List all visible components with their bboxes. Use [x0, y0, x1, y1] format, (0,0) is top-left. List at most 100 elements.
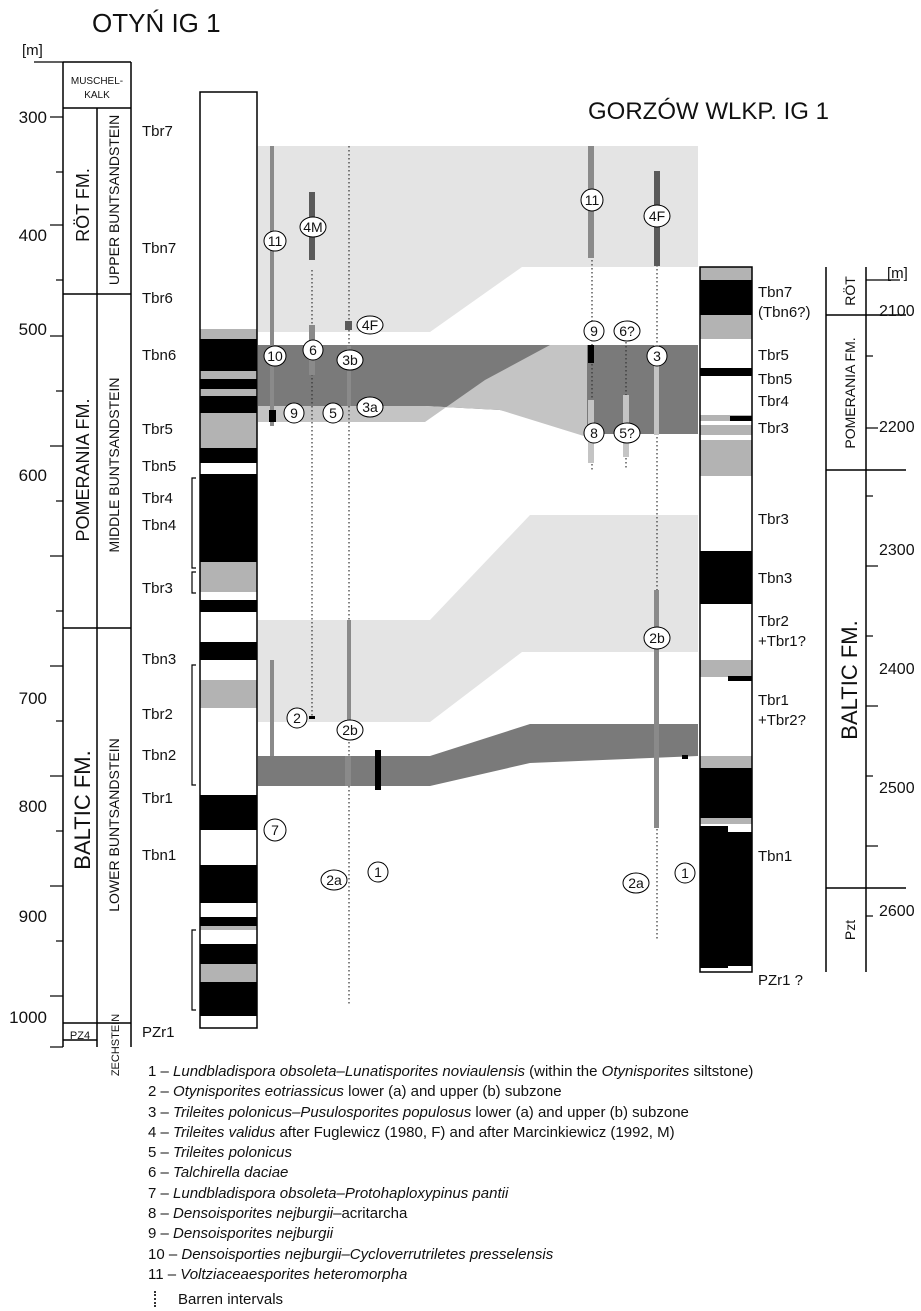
left-well-title: OTYŃ IG 1: [92, 8, 221, 38]
marker-2a: 2a: [320, 869, 348, 891]
legend-item: 9 – Densoisporites nejburgii: [148, 1224, 918, 1244]
svg-text:1: 1: [681, 865, 689, 881]
unit-label: Tbn6: [142, 347, 176, 364]
svg-text:3: 3: [653, 348, 661, 364]
left-markers: 11 4M 4F 10 6 3b 9 5 3a 2 2b 7 2a 1: [263, 216, 389, 891]
legend-item-text: Densoisporites nejburgii: [173, 1205, 334, 1223]
legend-item-text: Trileites polonicus–Pusulosporites popul…: [173, 1103, 472, 1121]
legend-item-text: Lundbladispora obsoleta–Lunatisporites n…: [173, 1063, 525, 1080]
svg-text:2b: 2b: [342, 722, 358, 738]
left-depth-axis: [34, 61, 63, 1048]
legend-item: 6 – Talchirella daciae: [148, 1163, 918, 1183]
right-depth-tick: 2500: [879, 780, 915, 797]
range-4f: [345, 321, 352, 330]
unit-label: +Tbr1?: [758, 633, 806, 650]
unit-label: Tbn5: [758, 371, 792, 388]
legend-item-number: 5 –: [148, 1144, 174, 1162]
unit-label: Tbn7: [142, 240, 176, 257]
left-depth-tick: 1000: [9, 1008, 47, 1027]
right-markers: 11 4F 9 6? 3 8 5? 2b 2a 1: [580, 188, 696, 894]
unit-label: +Tbr2?: [758, 712, 806, 729]
legend-item: 7 – Lundbladispora obsoleta–Protohaploxy…: [148, 1184, 918, 1204]
unit-label: Tbr2: [758, 613, 789, 630]
unit-label: Tbn1: [142, 847, 176, 864]
svg-text:4F: 4F: [649, 208, 665, 224]
pzt-label-right: Pzt: [842, 920, 858, 940]
marker-3b: 3b: [336, 349, 364, 371]
legend-item-text: Densoisporites nejburgii: [173, 1225, 334, 1243]
range-r2b: [654, 590, 659, 828]
marker-1: 1: [367, 861, 389, 883]
unit-label: Tbn3: [142, 651, 176, 668]
marker-r3: 3: [646, 345, 668, 367]
range-r1: [682, 755, 688, 759]
range-r3: [654, 345, 659, 435]
unit-label: Tbr1: [142, 790, 173, 807]
right-strat-column: [825, 267, 906, 972]
marker-r1: 1: [674, 862, 696, 884]
legend-item-text: lower (a) and upper (b) subzone: [471, 1103, 689, 1121]
legend-item: 11 – Voltziaceaesporites heteromorpha: [148, 1265, 918, 1285]
unit-label: Tbr4: [758, 393, 789, 410]
svg-text:7: 7: [271, 822, 279, 838]
right-depth-tick: 2100: [879, 303, 915, 320]
correlation-bands: [258, 146, 698, 786]
svg-text:4F: 4F: [362, 317, 378, 333]
left-barren-lines: [311, 146, 350, 1005]
legend-item-text: siltstone): [689, 1063, 754, 1080]
legend-barren: Barren intervals: [148, 1290, 918, 1310]
unit-label: Tbr7: [142, 123, 173, 140]
lower-buntsandstein-label: LOWER BUNTSANDSTEIN: [106, 738, 122, 911]
left-depth-tick-labels: 300 400 500 600 700 800 900 1000: [9, 108, 47, 1027]
legend-item-number: 11 –: [148, 1265, 181, 1283]
marker-5: 5: [322, 402, 344, 424]
unit-label: Tbr4: [142, 490, 173, 507]
legend-item-number: 7 –: [148, 1184, 174, 1202]
legend-item-number: 2 –: [148, 1083, 174, 1101]
left-lithology-column: [199, 91, 258, 1029]
unit-label: Tbr5: [758, 347, 789, 364]
marker-r4f: 4F: [643, 204, 671, 228]
marker-3a: 3a: [356, 396, 384, 418]
marker-r9: 9: [583, 320, 605, 342]
legend-item-text: lower (a) and upper (b) subzone: [343, 1083, 562, 1101]
unit-label: Tbr5: [142, 421, 173, 438]
legend-item-text: (within the: [524, 1063, 602, 1080]
legend-item-number: 6 –: [148, 1164, 174, 1182]
marker-10: 10: [263, 345, 287, 367]
unit-label: Tbr6: [142, 290, 173, 307]
legend-item-number: 10 –: [148, 1245, 182, 1263]
pomerania-fm-label-right: POMERANIA FM.: [842, 337, 858, 448]
legend-item-number: 8 –: [148, 1205, 174, 1223]
range-2: [309, 716, 315, 719]
svg-text:2b: 2b: [649, 630, 665, 646]
legend-item-number: 3 –: [148, 1103, 174, 1121]
svg-text:4M: 4M: [303, 219, 322, 235]
legend-item-number: 4 –: [148, 1123, 174, 1141]
marker-r5q: 5?: [613, 422, 641, 444]
range-2a: [345, 756, 351, 786]
right-depth-tick: 2400: [879, 661, 915, 678]
range-2b: [347, 620, 351, 722]
range-1: [375, 750, 381, 790]
right-unit-labels: Tbn7 (Tbn6?) Tbr5 Tbn5 Tbr4 Tbr3 Tbr3 Tb…: [758, 284, 811, 989]
pz4-label: PZ4: [70, 1030, 90, 1042]
range-r9: [588, 345, 594, 363]
unit-label: Tbr1: [758, 692, 789, 709]
legend-item-text: Voltziaceaesporites heteromorpha: [180, 1265, 408, 1283]
svg-text:10: 10: [267, 348, 283, 364]
marker-7: 7: [263, 818, 287, 842]
range-3b: [347, 346, 351, 406]
unit-label: (Tbn6?): [758, 304, 811, 321]
right-well-title: GORZÓW WLKP. IG 1: [588, 98, 829, 125]
legend-item-number: 9 –: [148, 1225, 174, 1243]
unit-label: PZr1: [142, 1024, 175, 1041]
marker-r2a: 2a: [622, 872, 650, 894]
legend-item: 1 – Lundbladispora obsoleta–Lunatisporit…: [148, 1062, 918, 1082]
marker-r2b: 2b: [643, 626, 671, 650]
baltic-fm-label: BALTIC FM.: [70, 750, 95, 869]
unit-label: Tbn3: [758, 570, 792, 587]
left-depth-tick: 500: [19, 320, 47, 339]
right-depth-tick-labels: 2100 2200 2300 2400 2500 2600: [879, 303, 915, 920]
left-depth-tick: 700: [19, 689, 47, 708]
